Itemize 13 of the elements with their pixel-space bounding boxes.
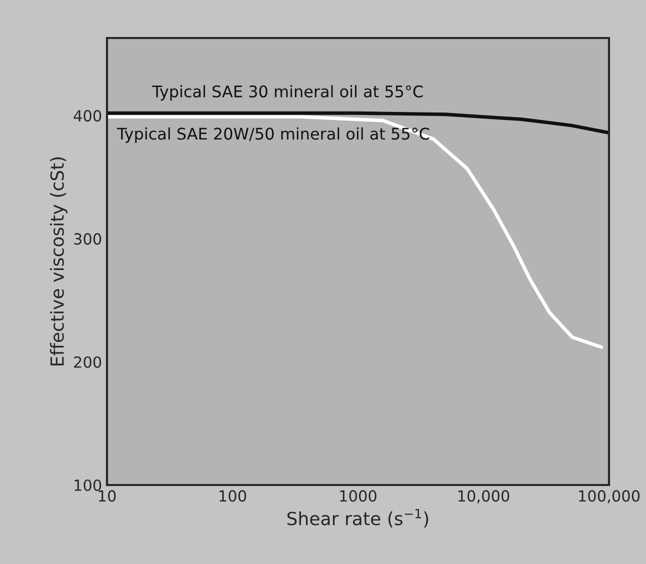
- y-tick-label: 300: [74, 233, 102, 245]
- x-tick-label: 100,000: [579, 490, 640, 504]
- x-tick-label: 10: [98, 490, 116, 502]
- x-axis-title: Shear rate (s$^{−1}$): [287, 508, 428, 528]
- y-tick-label: 400: [74, 110, 102, 122]
- y-tick-label: 200: [74, 356, 102, 368]
- y-tick-label: 100: [74, 479, 102, 492]
- y-axis-title: Effective viscosity (cSt): [50, 157, 68, 366]
- x-tick-label: 10,000: [458, 490, 510, 504]
- x-tick-label: 1000: [340, 490, 376, 502]
- x-tick-label: 100: [220, 490, 246, 502]
- annotation: Typical SAE 30 mineral oil at 55°C: [152, 85, 423, 101]
- annotation: Typical SAE 20W/50 mineral oil at 55°C: [116, 127, 430, 143]
